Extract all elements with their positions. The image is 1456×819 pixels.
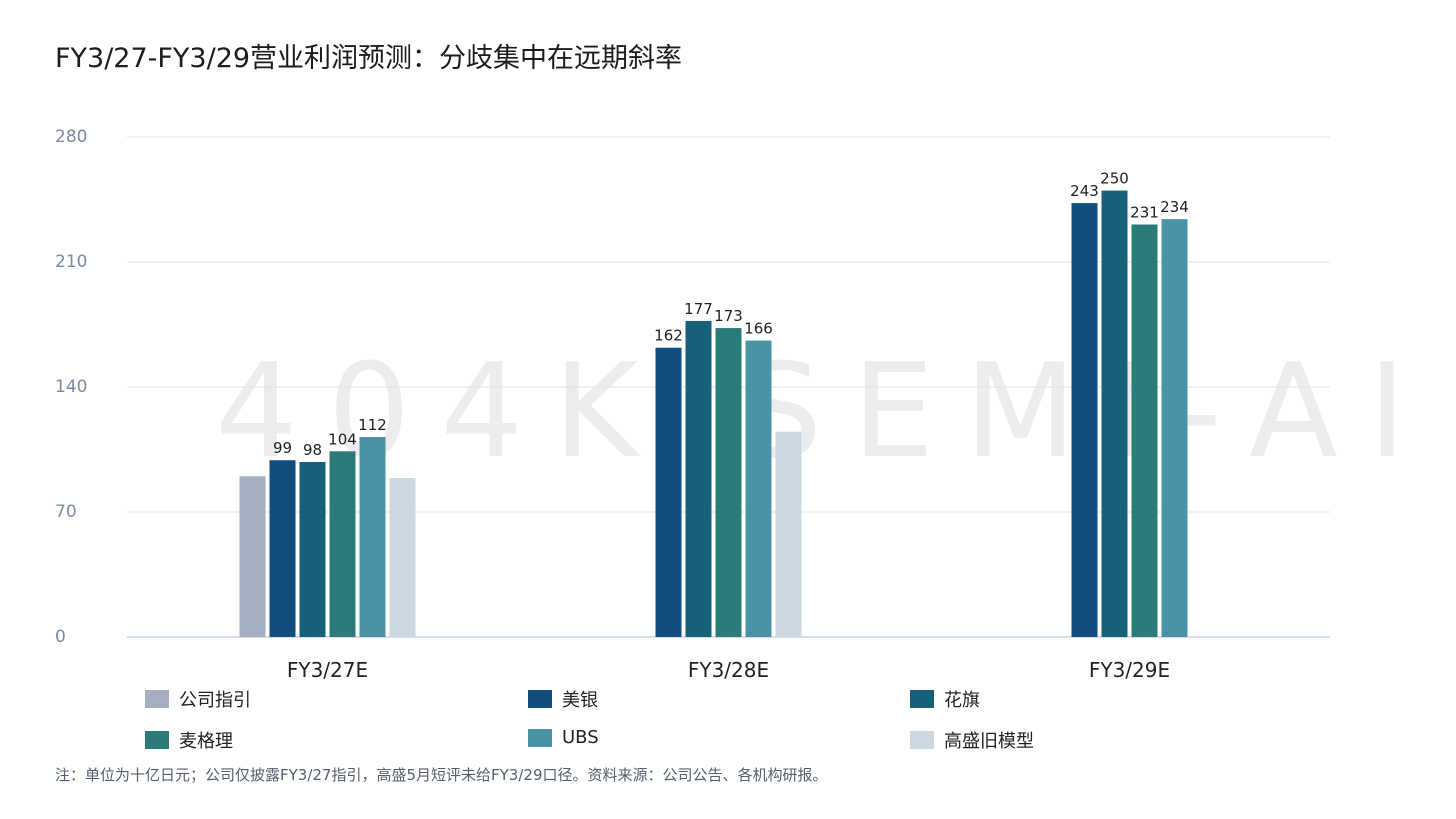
bar	[269, 460, 296, 637]
y-tick-label: 280	[55, 127, 87, 147]
bar	[655, 347, 682, 637]
legend-label: 花旗	[944, 690, 980, 711]
bar	[299, 462, 326, 637]
data-label: 177	[684, 300, 713, 318]
bar	[685, 320, 712, 637]
legend-item: 美银	[528, 686, 598, 712]
bar	[1071, 203, 1098, 638]
legend-item: UBS	[528, 727, 599, 748]
legend-swatch	[910, 690, 934, 708]
legend-label: 公司指引	[179, 690, 251, 711]
data-label: 112	[358, 416, 387, 434]
bar	[775, 431, 802, 637]
legend-item: 花旗	[910, 686, 980, 712]
data-label: 104	[328, 430, 357, 448]
y-tick-label: 0	[55, 627, 66, 647]
bar	[389, 478, 416, 637]
data-label: 99	[273, 439, 292, 457]
legend-swatch	[528, 728, 552, 747]
bar	[239, 476, 266, 637]
legend-label: 麦格理	[179, 731, 233, 752]
legend-swatch	[528, 690, 552, 708]
legend-item: 麦格理	[145, 727, 233, 753]
legend-item: 公司指引	[145, 686, 251, 712]
data-label: 231	[1130, 204, 1159, 222]
x-tick-label: FY3/28E	[688, 658, 769, 682]
bar	[1161, 219, 1188, 637]
data-label: 98	[303, 441, 322, 459]
legend: 公司指引 美银 花旗麦格理 UBS 高盛旧模型	[145, 686, 1305, 766]
footnote: 注：单位为十亿日元；公司仅披露FY3/27指引，高盛5月短评未给FY3/29口径…	[55, 766, 828, 784]
legend-label: 高盛旧模型	[944, 731, 1034, 752]
legend-label: UBS	[562, 727, 599, 748]
y-tick-label: 140	[55, 377, 87, 397]
bar	[745, 340, 772, 637]
legend-item: 高盛旧模型	[910, 727, 1034, 753]
chart-title: FY3/27-FY3/29营业利润预测：分歧集中在远期斜率	[55, 43, 683, 74]
legend-swatch	[910, 731, 934, 749]
data-label: 166	[744, 320, 773, 338]
data-label: 162	[654, 327, 683, 345]
legend-label: 美银	[562, 690, 598, 711]
data-label: 243	[1070, 182, 1099, 200]
data-label: 173	[714, 307, 743, 325]
data-label: 234	[1160, 198, 1189, 216]
x-tick-label: FY3/27E	[287, 658, 368, 682]
legend-swatch	[145, 690, 169, 708]
bar	[715, 328, 742, 637]
y-tick-label: 70	[55, 502, 77, 522]
data-label: 250	[1100, 170, 1129, 188]
legend-swatch	[145, 731, 169, 749]
bar	[1131, 224, 1158, 637]
bar	[1101, 190, 1128, 638]
y-tick-label: 210	[55, 252, 87, 272]
bar	[359, 437, 386, 637]
bar	[329, 451, 356, 637]
x-tick-label: FY3/29E	[1089, 658, 1170, 682]
